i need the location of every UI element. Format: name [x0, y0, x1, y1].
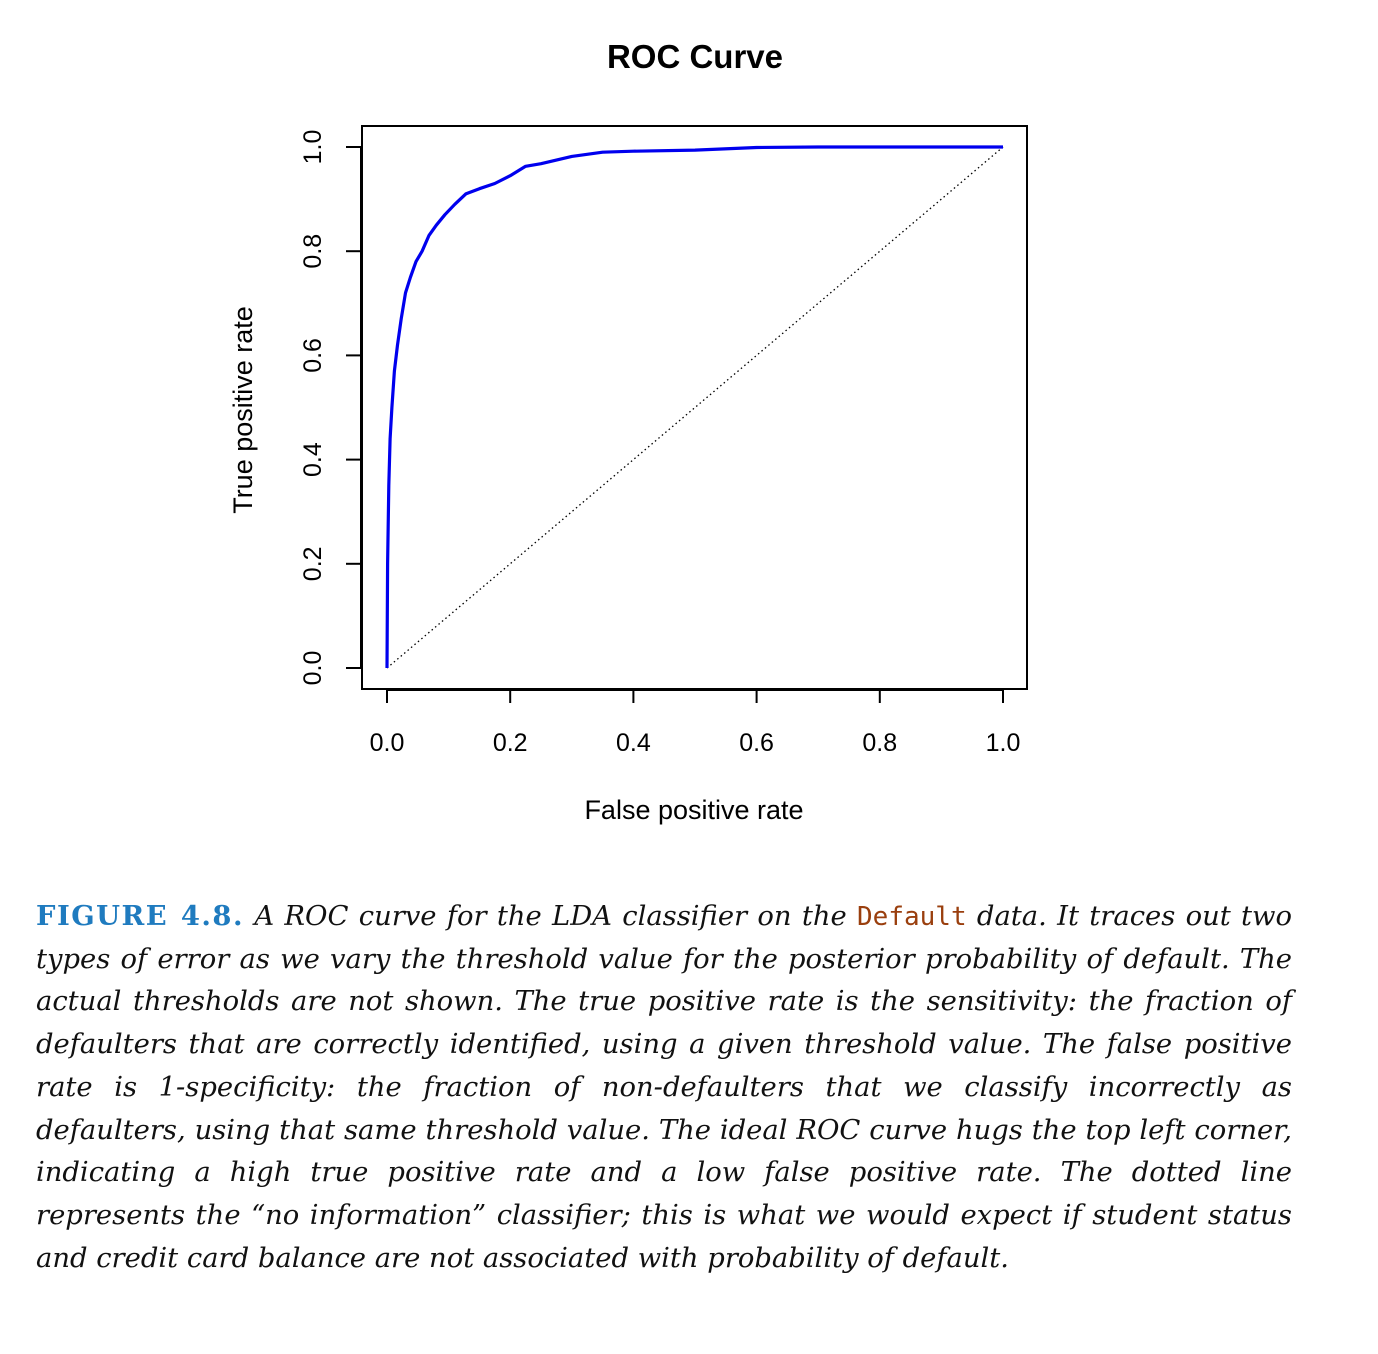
y-tick-label: 0.2: [299, 546, 327, 581]
y-tick-label: 0.6: [299, 338, 327, 373]
no-information-diagonal-line: [386, 146, 1004, 669]
dataset-name: Default: [857, 902, 967, 932]
x-axis-label: False positive rate: [584, 795, 803, 825]
y-axis-label: True positive rate: [228, 306, 258, 514]
x-tick-label: 0.8: [862, 729, 897, 757]
x-tick-label: 0.2: [493, 729, 528, 757]
caption-text-before: A ROC curve for the LDA classifier on th…: [244, 901, 858, 932]
x-tick-label: 0.0: [370, 729, 405, 757]
x-axis: 0.0 0.2 0.4 0.6 0.8 1.0: [370, 689, 1021, 757]
y-tick-label: 0.0: [299, 651, 327, 686]
y-tick-label: 0.4: [299, 442, 327, 477]
x-tick-label: 0.4: [616, 729, 651, 757]
y-tick-label: 0.8: [299, 234, 327, 269]
x-tick-label: 0.6: [739, 729, 774, 757]
figure-caption: FIGURE 4.8. A ROC curve for the LDA clas…: [36, 895, 1292, 1280]
chart-title: ROC Curve: [607, 38, 783, 75]
x-tick-label: 1.0: [986, 729, 1021, 757]
roc-curve-line: [385, 145, 1003, 669]
roc-chart: ROC Curve 0.0 0.2 0.4 0.6 0.8 1.0 0.00.20.40.…: [228, 38, 1028, 825]
caption-text-after: data. It traces out two types of error a…: [36, 901, 1292, 1274]
figure-label: FIGURE 4.8.: [36, 900, 245, 932]
y-tick-label: 1.0: [299, 130, 327, 165]
series-layer: [385, 145, 1004, 669]
y-axis: 0.0 0.2 0.4 0.6 0.8 1.0: [299, 130, 362, 686]
